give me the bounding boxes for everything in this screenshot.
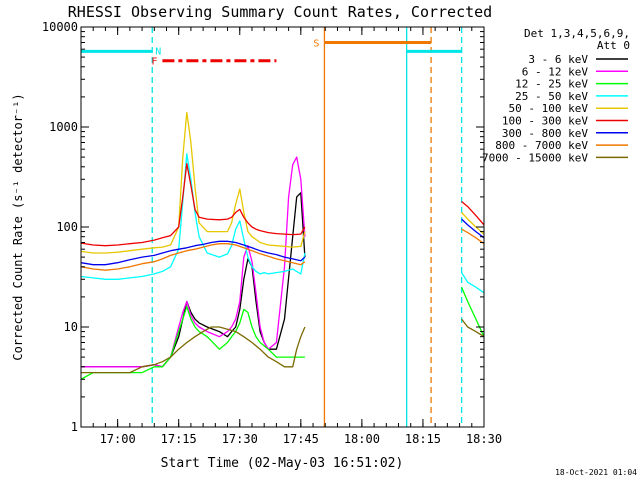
legend-label-0: 3 - 6 keV — [528, 53, 588, 66]
x-tick-label-6: 18:30 — [466, 432, 502, 446]
x-axis-label: Start Time (02-May-03 16:51:02) — [161, 456, 404, 471]
plot-area: N S F — [81, 27, 484, 427]
series-line-4 — [81, 111, 306, 254]
series-post-line-3 — [461, 228, 484, 245]
legend-label-2: 12 - 25 keV — [515, 78, 588, 91]
series-post-line-0 — [461, 201, 484, 226]
series-post-line-4 — [461, 272, 484, 294]
legend-label-4: 50 - 100 keV — [509, 102, 589, 115]
legend-header-0: Det 1,3,4,5,6,9, — [524, 27, 630, 40]
x-tick-label-1: 17:15 — [161, 432, 197, 446]
x-tick-label-2: 17:30 — [222, 432, 258, 446]
y-tick-label-2: 100 — [56, 220, 78, 234]
legend-label-3: 25 - 50 keV — [515, 90, 588, 103]
legend-label-7: 800 - 7000 keV — [495, 139, 588, 152]
series-line-2 — [81, 305, 305, 380]
legend-label-1: 6 - 12 keV — [522, 65, 589, 78]
x-tick-label-0: 17:00 — [100, 432, 136, 446]
series-line-7 — [81, 243, 306, 271]
series-line-8 — [81, 326, 306, 374]
chart-title: RHESSI Observing Summary Count Rates, Co… — [68, 3, 492, 21]
series-line-6 — [81, 240, 306, 266]
state-bar-label-n: N — [155, 46, 161, 57]
y-tick-label-3: 1000 — [49, 120, 78, 134]
series-post-line-1 — [461, 211, 484, 235]
footer-timestamp: 18-Oct-2021 01:04 — [555, 468, 637, 477]
y-axis-label: Corrected Count Rate (s⁻¹ detector⁻¹) — [11, 93, 25, 360]
axes: 17:00 17:15 17:30 17:45 18:00 18:15 18:30 1 10 10… — [42, 20, 502, 446]
series-post-line-5 — [461, 286, 484, 338]
legend-label-5: 100 - 300 keV — [502, 115, 588, 128]
y-axis-label-text: Corrected Count Rate (s⁻¹ detector⁻¹) — [11, 93, 25, 360]
x-tick-label-5: 18:15 — [405, 432, 441, 446]
series-line-3 — [81, 153, 306, 280]
legend-label-8: 7000 - 15000 keV — [482, 151, 588, 164]
state-bar-label-s: S — [313, 38, 319, 49]
series-line-5 — [81, 163, 306, 247]
y-tick-label-0: 1 — [71, 420, 78, 434]
x-tick-label-4: 18:00 — [344, 432, 380, 446]
series-line-1 — [81, 156, 306, 368]
legend-label-6: 300 - 800 keV — [502, 127, 588, 140]
legend-header-1: Att 0 — [597, 39, 630, 52]
series-post-line-2 — [461, 218, 484, 239]
state-bar-label-f: F — [151, 57, 157, 68]
data-layer: N S F — [81, 27, 484, 427]
y-tick-label-1: 10 — [64, 320, 78, 334]
series-post-line-6 — [461, 318, 484, 338]
y-tick-label-4: 10000 — [42, 20, 78, 34]
x-tick-label-3: 17:45 — [283, 432, 319, 446]
